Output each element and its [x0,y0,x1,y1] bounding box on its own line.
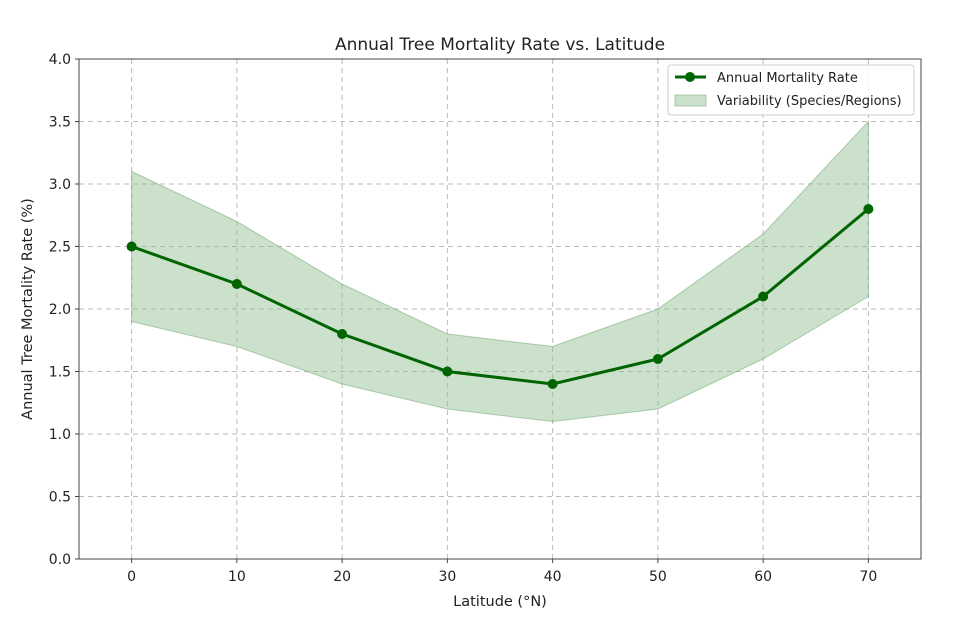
mortality-line [131,207,870,386]
y-ticks: 0.0 0.5 1.0 1.5 2.0 2.5 3.0 3.5 4.0 [49,52,79,568]
y-tick-label: 2.0 [49,302,71,318]
data-point [547,379,558,389]
legend-label-series: Annual Mortality Rate [717,71,858,86]
data-point [442,366,453,377]
x-tick-label: 40 [544,569,562,585]
y-tick-label: 2.5 [49,240,71,256]
x-tick-label: 50 [649,569,667,585]
x-tick-label: 20 [333,569,351,585]
y-tick-label: 0.0 [49,552,71,568]
x-tick-label: 10 [228,569,246,585]
data-point [863,204,874,214]
data-points [126,204,874,389]
data-point [652,354,663,364]
x-tick-label: 30 [438,569,456,585]
y-axis-label: Annual Tree Mortality Rate (%) [20,198,36,420]
data-point [126,241,137,252]
variability-band [131,120,869,423]
x-axis-label: Latitude (°N) [453,594,547,610]
legend-box [667,64,915,116]
data-point [231,279,242,289]
data-point [337,329,348,339]
chart-title: Annual Tree Mortality Rate vs. Latitude [335,35,665,55]
legend-marker-swatch [685,72,695,82]
x-tick-label: 0 [127,569,136,585]
legend-band-swatch [674,94,707,107]
legend-label-band: Variability (Species/Regions) [717,94,902,109]
y-tick-label: 3.0 [49,177,71,193]
y-tick-label: 0.5 [49,490,71,506]
y-tick-label: 1.5 [49,365,71,381]
y-tick-label: 3.5 [49,115,71,131]
legend: Annual Mortality Rate Variability (Speci… [667,64,915,116]
y-tick-label: 4.0 [49,52,71,68]
x-ticks: 0 10 20 30 40 50 60 70 [127,559,877,585]
x-tick-label: 60 [754,569,772,585]
grid [79,58,921,560]
x-tick-label: 70 [859,569,877,585]
y-tick-label: 1.0 [49,427,71,443]
data-point [758,291,769,302]
